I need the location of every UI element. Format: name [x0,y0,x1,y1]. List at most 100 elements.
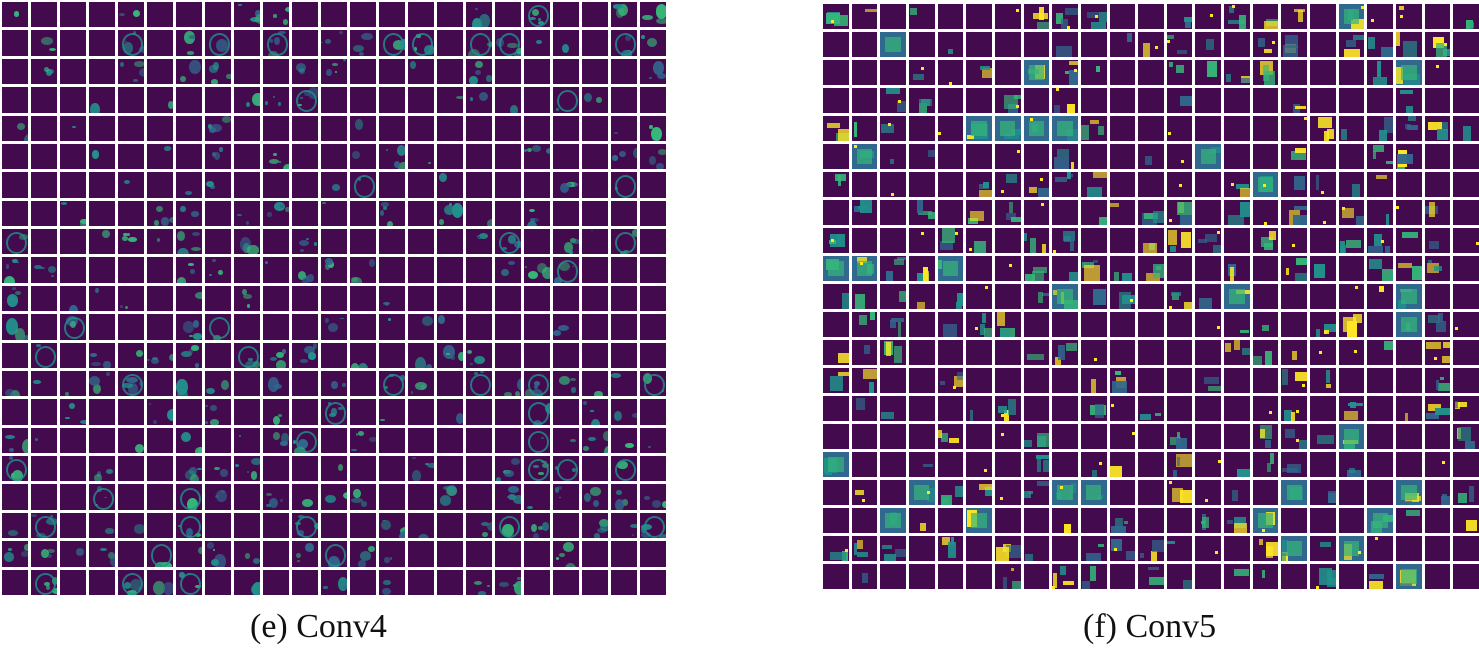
feature-map-tile [292,569,318,595]
feature-map-tile [379,569,405,595]
feature-map-tile [937,144,964,169]
feature-map-tile [1023,256,1050,281]
feature-map-tile [524,200,550,227]
feature-map-tile [611,200,637,227]
feature-map-tile [1138,200,1164,225]
feature-map-tile [118,569,144,595]
feature-map-tile [2,115,28,141]
feature-map-tile [1396,32,1422,57]
feature-map-tile [234,427,260,454]
feature-map-tile [1080,368,1107,393]
feature-map-tile [1166,368,1193,393]
feature-map-tile [60,87,86,113]
feature-map-tile [994,312,1021,337]
feature-map-tile [1281,396,1308,421]
feature-map-tile [851,256,878,281]
feature-map-tile [1338,60,1365,85]
feature-map-tile [31,541,57,567]
feature-map-tile [321,285,347,312]
feature-map-tile [292,541,318,567]
feature-map-tile [880,396,906,421]
feature-map-tile [823,508,849,533]
feature-map-tile [118,370,144,397]
feature-map-tile [908,60,935,85]
feature-map-tile [640,512,666,539]
feature-map-tile [1195,32,1222,57]
feature-map-tile [118,87,144,113]
feature-map-tile [1252,228,1279,253]
feature-map-tile [379,257,405,283]
feature-map-tile [524,229,550,255]
feature-map-tile [908,452,935,477]
feature-map-tile [1252,256,1279,281]
feature-map-tile [1080,508,1107,533]
feature-map-tile [1367,396,1394,421]
feature-map-tile [611,30,637,56]
feature-map-tile [966,424,992,449]
feature-map-tile [408,30,434,56]
feature-map-tile [1166,228,1193,253]
feature-map-tile [263,370,289,397]
feature-map-tile [437,257,463,283]
feature-map-tile [966,4,992,29]
feature-map-tile [1367,116,1394,141]
feature-map-tile [880,200,906,225]
feature-map-tile [89,427,115,454]
feature-map-tile [582,2,608,28]
feature-map-tile [379,200,405,227]
feature-map-tile [994,396,1021,421]
feature-map-tile [2,541,28,567]
feature-map-tile [1453,480,1479,505]
feature-map-tile [851,144,878,169]
feature-map-tile [1080,88,1107,113]
feature-map-tile [1109,536,1136,561]
feature-map-tile [640,257,666,283]
feature-map-tile [1023,452,1050,477]
feature-map-tile [851,172,878,197]
feature-map-tile [1224,368,1250,393]
feature-map-tile [524,257,550,283]
feature-map-tile [263,285,289,312]
feature-map-tile [89,285,115,312]
feature-map-tile [495,257,521,283]
feature-map-tile [553,427,579,454]
feature-map-tile [1109,480,1136,505]
feature-map-tile [1166,536,1193,561]
caption-conv4: (e) Conv4 [250,608,387,645]
feature-map-tile [205,456,231,482]
feature-map-tile [321,200,347,227]
feature-map-tile [292,456,318,482]
feature-map-tile [582,342,608,368]
feature-map-tile [350,87,376,113]
feature-map-tile [176,512,202,539]
feature-map-tile [1052,312,1078,337]
feature-map-tile [1195,564,1222,589]
feature-map-tile [321,172,347,198]
feature-map-tile [408,2,434,28]
feature-map-tile [1224,452,1250,477]
feature-map-tile [1224,88,1250,113]
feature-map-tile [350,399,376,425]
feature-map-tile [1052,172,1078,197]
feature-map-tile [1023,508,1050,533]
feature-map-tile [1080,116,1107,141]
feature-map-tile [1281,228,1308,253]
feature-map-tile [495,569,521,595]
feature-map-tile [1338,396,1365,421]
feature-map-tile [611,342,637,368]
feature-map-tile [350,2,376,28]
feature-map-tile [1052,564,1078,589]
feature-map-tile [31,115,57,141]
feature-map-tile [1023,480,1050,505]
feature-map-tile [851,88,878,113]
feature-map-tile [292,427,318,454]
feature-map-tile [1424,508,1451,533]
feature-map-tile [1367,424,1394,449]
feature-map-tile [851,200,878,225]
feature-map-tile [466,143,492,170]
feature-map-tile [553,484,579,510]
feature-map-tile [1166,452,1193,477]
feature-map-tile [292,484,318,510]
feature-map-tile [1310,312,1336,337]
feature-map-tile [2,370,28,397]
